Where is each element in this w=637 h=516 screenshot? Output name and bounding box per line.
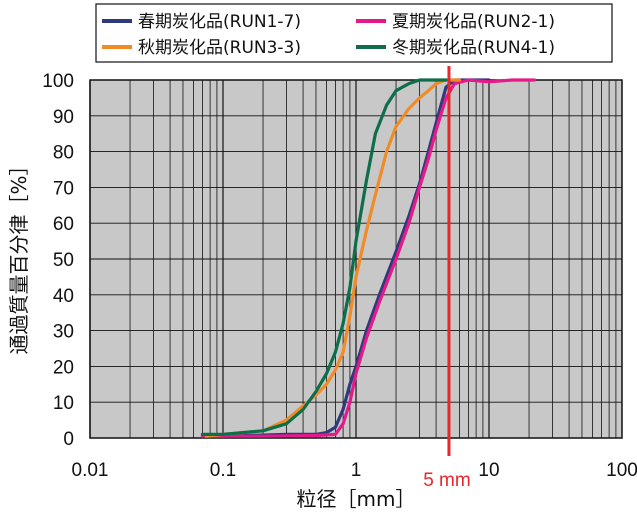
series-line-3 [204,78,462,438]
y-axis-label: 通過質量百分律［%］ [7,155,31,354]
legend-label-3: 秋期炭化品(RUN3-3) [138,38,301,58]
x-tick-label: 1 [351,460,362,481]
legend-label-1: 春期炭化品(RUN1-7) [138,12,301,32]
series-line-2 [200,78,537,438]
x-tick-label: 0.1 [210,460,236,481]
y-tick-label: 20 [53,357,74,378]
x-axis-label: 粒径［mm］ [297,487,416,511]
y-tick-label: 10 [53,393,74,414]
series-lines [200,78,537,438]
y-tick-label: 80 [53,143,74,164]
y-tick-label: 30 [53,322,74,343]
grid-lines [89,79,622,439]
legend-label-4: 冬期炭化品(RUN4-1) [392,38,555,58]
legend: 春期炭化品(RUN1-7) 夏期炭化品(RUN2-1) 秋期炭化品(RUN3-3) 冬… [95,3,613,63]
legend-box [95,3,613,63]
x-tick-labels: 0.01 0.1 1 10 100 [72,460,637,481]
x-tick-label: 0.01 [72,460,109,481]
y-tick-label: 90 [53,107,74,128]
y-tick-label: 70 [53,178,74,199]
series-line-4 [200,78,448,436]
y-tick-label: 50 [53,250,74,271]
x-tick-label: 10 [478,460,499,481]
y-tick-label: 40 [53,286,74,307]
annotation-group: 5 mm [423,66,471,491]
plot-border [89,79,623,439]
y-tick-label: 60 [53,214,74,235]
y-tick-labels: 0 10 20 30 40 50 60 70 80 90 100 [42,71,74,450]
annotation-label: 5 mm [423,470,471,491]
legend-label-2: 夏期炭化品(RUN2-1) [392,12,555,32]
y-tick-label: 100 [42,71,74,92]
y-tick-label: 0 [63,429,74,450]
x-tick-label: 100 [606,460,637,481]
